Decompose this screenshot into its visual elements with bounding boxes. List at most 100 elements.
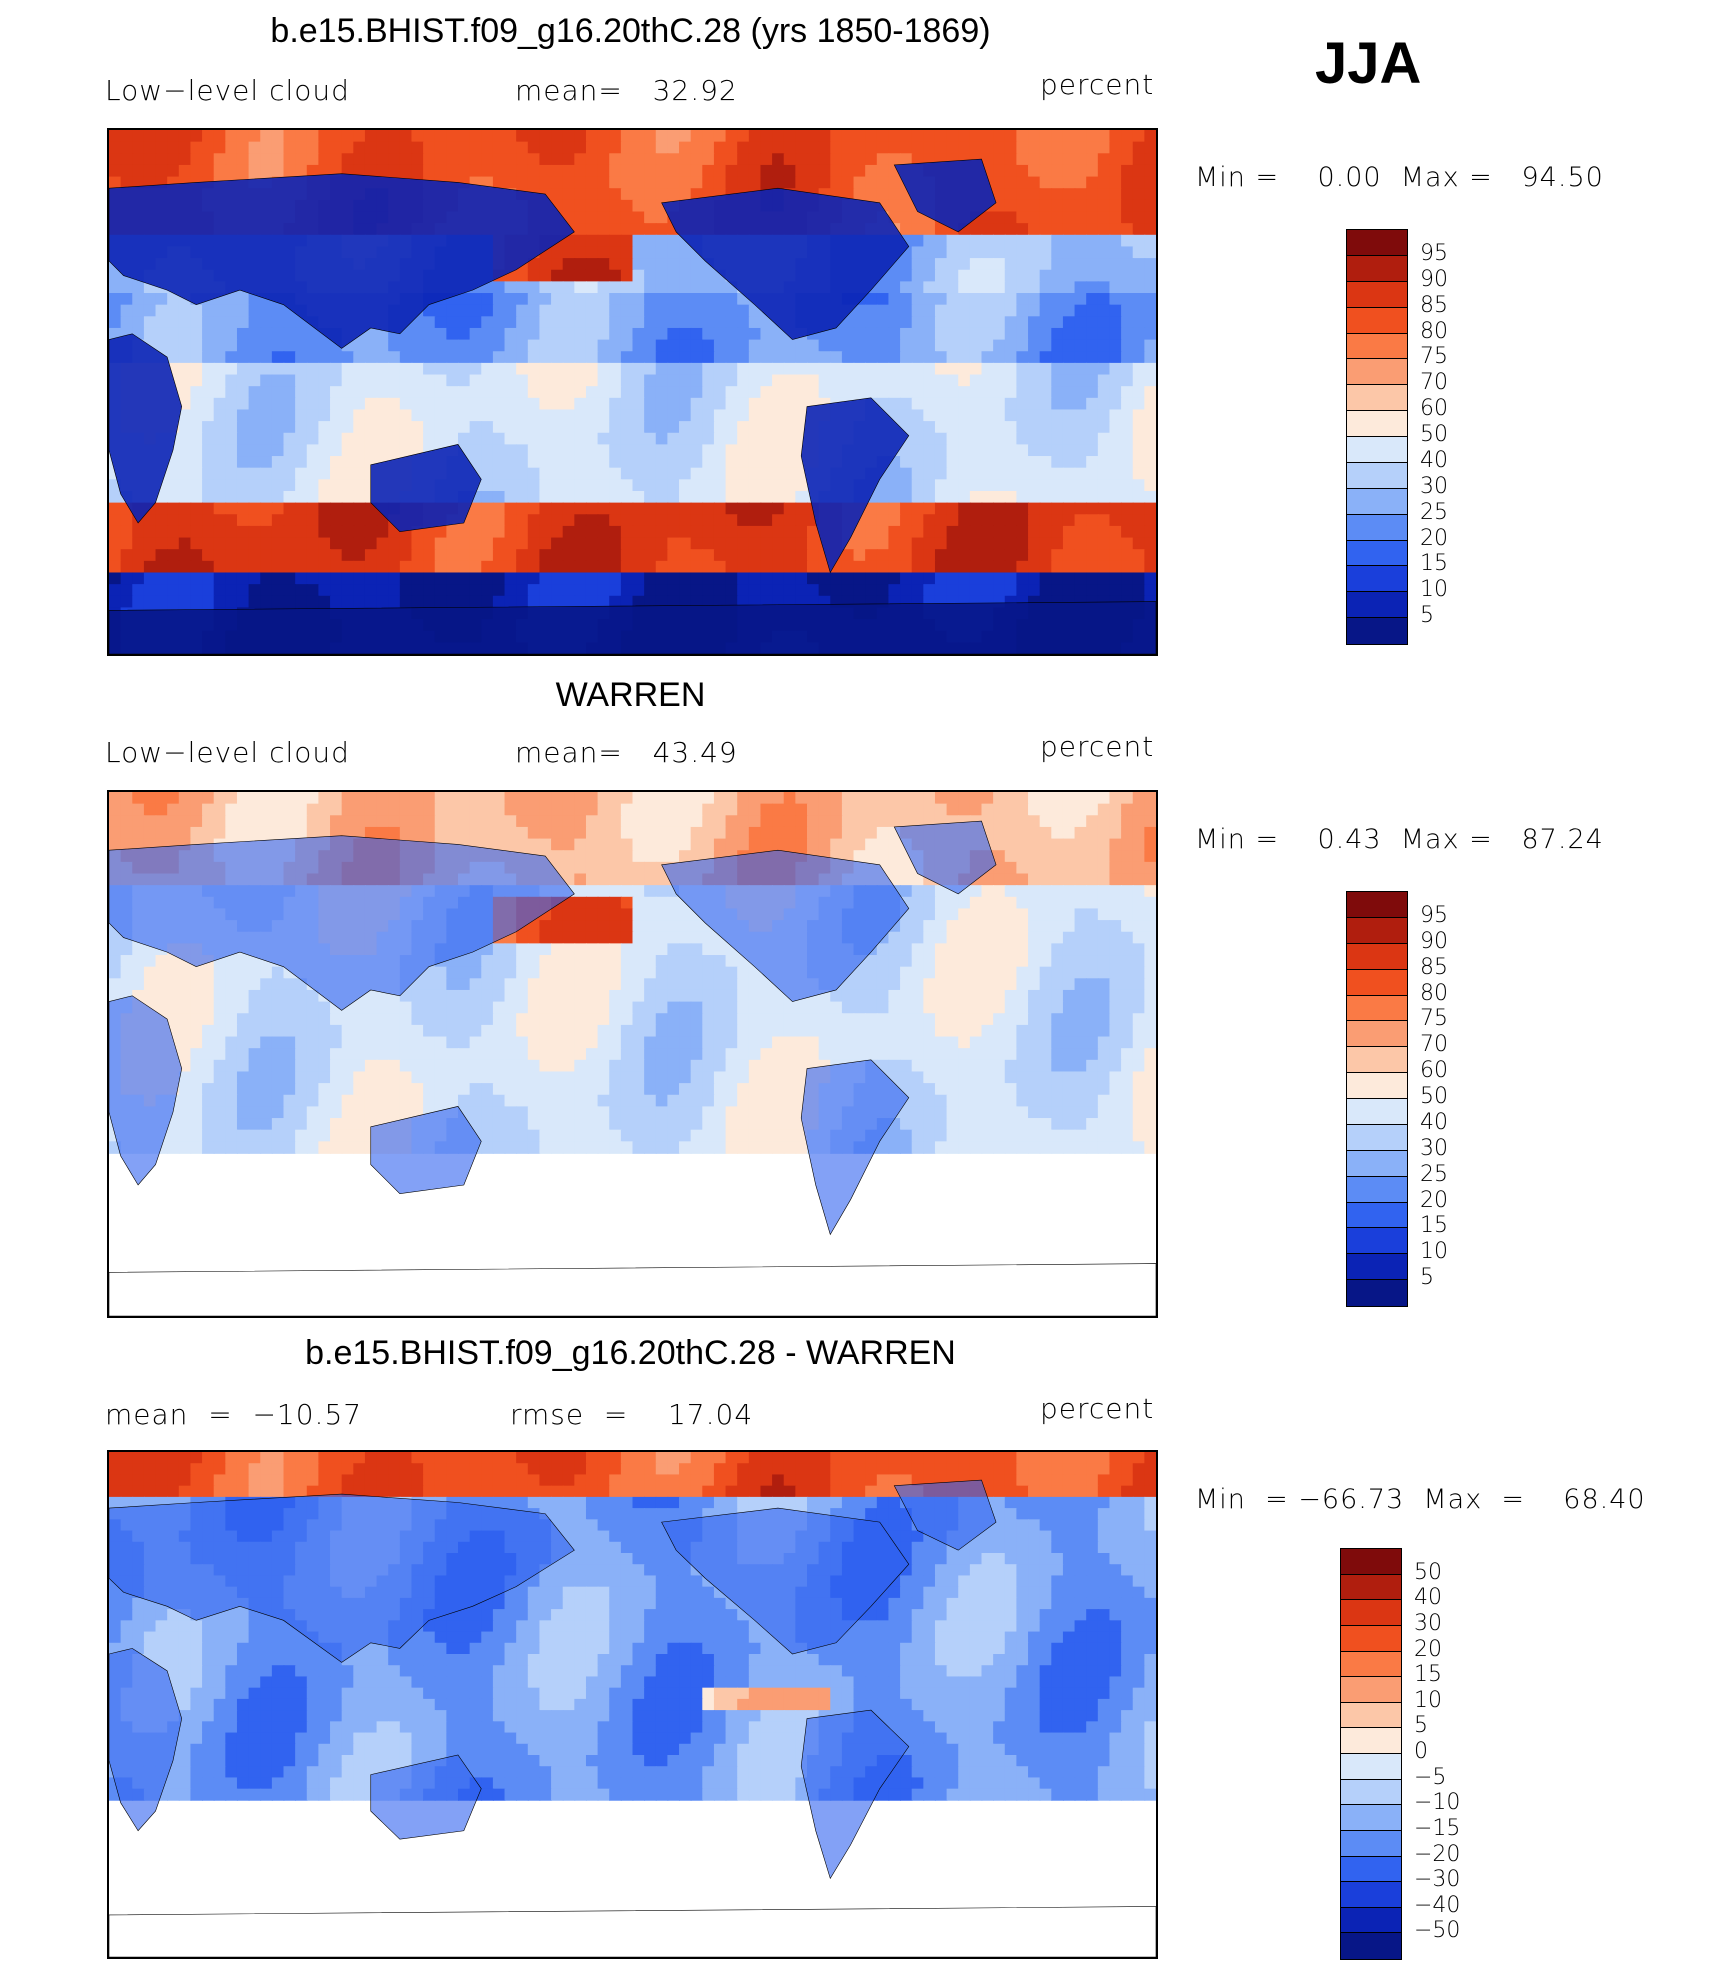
colorbar-tick-label: 60 (1420, 1058, 1448, 1084)
colorbar-tick-label: 60 (1420, 396, 1448, 422)
colorbar-tick-label: −5 (1414, 1764, 1447, 1790)
colorbar-tick-label: 80 (1420, 318, 1448, 344)
colorbar-cell (1347, 307, 1407, 334)
colorbar-cell (1347, 385, 1407, 412)
colorbar-cell (1347, 892, 1407, 918)
colorbar-tick-label: 70 (1420, 370, 1448, 396)
colorbar-cell (1341, 1702, 1401, 1729)
colorbar-tick-label: 5 (1420, 603, 1434, 629)
colorbar-tick-label: −15 (1414, 1815, 1461, 1841)
panel-3-title: b.e15.BHIST.f09_g16.20thC.28 - WARREN (305, 1334, 956, 1372)
colorbar-tick-label: 50 (1420, 422, 1448, 447)
colorbar-cell (1347, 995, 1407, 1022)
colorbar-cell (1347, 411, 1407, 437)
colorbar-cell (1347, 359, 1407, 386)
colorbar-cell (1341, 1779, 1401, 1806)
colorbar-cell (1341, 1728, 1401, 1754)
colorbar-tick-label: −40 (1414, 1892, 1461, 1918)
panel-3-colorbar (1340, 1548, 1402, 1960)
colorbar-tick-label: 50 (1414, 1559, 1442, 1585)
colorbar-tick-label: 15 (1420, 1213, 1448, 1239)
panel-2-map (107, 790, 1158, 1318)
colorbar-cell (1341, 1882, 1401, 1908)
season-label: JJA (1315, 31, 1422, 96)
colorbar-tick-label: 20 (1420, 1187, 1448, 1213)
colorbar-tick-label: 70 (1420, 1032, 1448, 1058)
colorbar-cell (1341, 1754, 1401, 1780)
colorbar-cell (1347, 1073, 1407, 1099)
colorbar-tick-label: 5 (1414, 1713, 1428, 1739)
panel-1-units-label: percent (1040, 68, 1155, 101)
colorbar-tick-label: 0 (1414, 1739, 1428, 1764)
colorbar-cell (1347, 917, 1407, 944)
panel-1-mean-label: mean= 32.92 (515, 74, 738, 107)
colorbar-tick-label: −30 (1414, 1867, 1461, 1893)
colorbar-cell (1341, 1677, 1401, 1703)
colorbar-tick-label: 90 (1420, 266, 1448, 292)
colorbar-cell (1347, 1228, 1407, 1255)
panel-3-rmse-label: rmse = 17.04 (510, 1398, 754, 1431)
panel-1-colorbar (1346, 229, 1408, 645)
colorbar-cell (1347, 488, 1407, 515)
colorbar-cell (1341, 1907, 1401, 1934)
colorbar-tick-label: 10 (1414, 1687, 1442, 1713)
colorbar-tick-label: 30 (1420, 473, 1448, 499)
panel-1-variable-label: Low−level cloud (105, 74, 350, 107)
panel-3-minmax: Min = −66.73 Max = 68.40 (1195, 1484, 1646, 1515)
colorbar-tick-label: 75 (1420, 344, 1448, 370)
colorbar-cell (1347, 255, 1407, 282)
colorbar-tick-label: 20 (1414, 1636, 1442, 1662)
colorbar-cell (1341, 1651, 1401, 1678)
colorbar-tick-label: −20 (1414, 1841, 1461, 1867)
colorbar-cell (1347, 1047, 1407, 1074)
panel-3-map-svg (109, 1452, 1156, 1957)
colorbar-tick-label: 85 (1420, 292, 1448, 318)
panel-2-minmax: Min = 0.43 Max = 87.24 (1195, 824, 1604, 855)
colorbar-tick-label: 95 (1420, 240, 1448, 266)
colorbar-cell (1347, 618, 1407, 644)
colorbar-tick-label: 85 (1420, 954, 1448, 980)
colorbar-tick-label: 90 (1420, 928, 1448, 954)
colorbar-cell (1347, 437, 1407, 463)
colorbar-cell (1341, 1933, 1401, 1959)
colorbar-tick-label: 75 (1420, 1006, 1448, 1032)
colorbar-tick-label: −50 (1414, 1918, 1461, 1944)
colorbar-cell (1347, 1021, 1407, 1048)
colorbar-cell (1347, 1202, 1407, 1229)
panel-3-map (107, 1450, 1158, 1959)
colorbar-tick-label: 15 (1414, 1662, 1442, 1688)
colorbar-cell (1347, 230, 1407, 256)
colorbar-cell (1347, 969, 1407, 996)
colorbar-tick-label: 15 (1420, 551, 1448, 577)
colorbar-cell (1341, 1856, 1401, 1883)
panel-1-title: b.e15.BHIST.f09_g16.20thC.28 (yrs 1850-1… (270, 12, 991, 50)
colorbar-cell (1347, 1124, 1407, 1151)
colorbar-tick-label: 20 (1420, 525, 1448, 551)
colorbar-cell (1341, 1600, 1401, 1626)
panel-2-title: WARREN (555, 676, 706, 714)
colorbar-tick-label: 30 (1414, 1610, 1442, 1636)
colorbar-tick-label: 40 (1420, 1109, 1448, 1135)
colorbar-cell (1347, 1176, 1407, 1203)
panel-2-mean-label: mean= 43.49 (515, 736, 738, 769)
colorbar-cell (1347, 281, 1407, 308)
colorbar-cell (1347, 540, 1407, 567)
colorbar-cell (1347, 1280, 1407, 1306)
colorbar-cell (1347, 1150, 1407, 1177)
colorbar-cell (1341, 1549, 1401, 1575)
colorbar-cell (1341, 1830, 1401, 1857)
panel-3-units-label: percent (1040, 1392, 1155, 1425)
colorbar-cell (1347, 1099, 1407, 1125)
panel-2-variable-label: Low−level cloud (105, 736, 350, 769)
colorbar-tick-label: 10 (1420, 577, 1448, 603)
panel-1-minmax: Min = 0.00 Max = 94.50 (1195, 162, 1604, 193)
colorbar-cell (1347, 462, 1407, 489)
colorbar-tick-label: 40 (1420, 447, 1448, 473)
colorbar-cell (1341, 1625, 1401, 1652)
panel-2-colorbar (1346, 891, 1408, 1307)
panel-3-mean-label: mean = −10.57 (105, 1398, 363, 1431)
colorbar-cell (1347, 943, 1407, 970)
colorbar-tick-label: 40 (1414, 1585, 1442, 1611)
panel-2-map-svg (109, 792, 1156, 1316)
colorbar-tick-label: 10 (1420, 1239, 1448, 1265)
